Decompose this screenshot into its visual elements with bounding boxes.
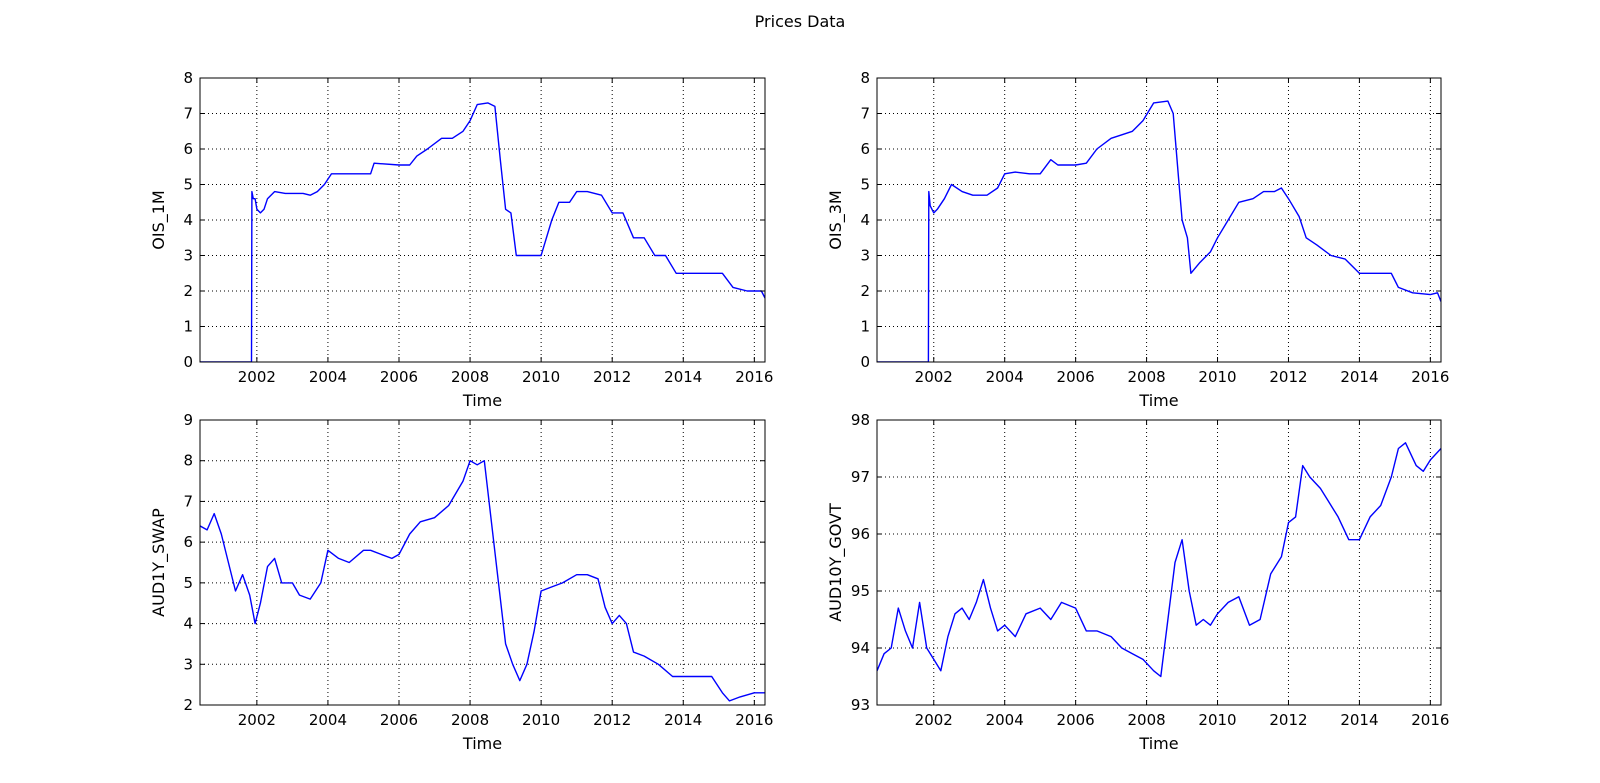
subplot-2: 2002 2004 2006 2008 2010 2012 2014 2016 0 1 2 3 4 5 6 7… [826,69,1449,410]
x-tick-label: 2010 [1198,711,1236,729]
x-tick-label: 2006 [1057,711,1095,729]
y-tick-label: 3 [183,247,193,265]
y-tick-label: 97 [851,468,870,486]
series-line [200,102,765,362]
axes-frame [876,419,1442,706]
y-tick-label: 1 [183,318,193,336]
x-tick-label: 2012 [1269,368,1307,386]
y-tick-label: 4 [183,211,193,229]
x-axis-label: Time [462,391,502,410]
x-tick-label: 2006 [1057,368,1095,386]
y-tick-label: 94 [851,639,870,657]
y-tick-label: 6 [183,533,193,551]
x-tick-label: 2016 [735,368,773,386]
x-tick-label: 2016 [735,711,773,729]
y-tick-label: 0 [183,353,193,371]
subplot-4: 2002 2004 2006 2008 2010 2012 2014 2016 93 94 95 96… [826,411,1449,753]
y-tick-label: 6 [860,140,870,158]
x-axis-label: Time [1138,734,1178,753]
y-tick-label: 98 [851,411,870,429]
y-tick-label: 2 [183,282,193,300]
subplot-3: 2002 2004 2006 2008 2010 2012 2014 2016 2 3 4 5 6 7 8 9… [149,411,773,753]
series-line [200,460,765,702]
x-tick-label: 2004 [986,711,1024,729]
x-tick-label: 2008 [1127,711,1165,729]
y-tick-label: 3 [860,247,870,265]
series-line [877,442,1441,678]
x-tick-label: 2002 [915,368,953,386]
y-tick-label: 1 [860,318,870,336]
x-tick-label: 2002 [238,711,276,729]
x-tick-label: 2004 [309,368,347,386]
y-tick-label: 2 [860,282,870,300]
series-line [877,100,1441,362]
y-tick-label: 6 [183,140,193,158]
y-tick-label: 7 [183,492,193,510]
x-tick-label: 2012 [593,711,631,729]
y-axis-label: OIS_3M [826,190,846,249]
x-tick-label: 2016 [1411,711,1449,729]
x-tick-label: 2012 [1269,711,1307,729]
y-tick-label: 5 [183,176,193,194]
y-axis-label: AUD1Y_SWAP [149,508,169,617]
x-tick-label: 2014 [664,711,702,729]
y-tick-label: 4 [860,211,870,229]
y-axis-label: OIS_1M [149,190,169,249]
x-tick-label: 2006 [380,368,418,386]
x-tick-label: 2014 [1340,711,1378,729]
x-tick-label: 2008 [1127,368,1165,386]
y-tick-label: 7 [183,105,193,123]
x-tick-label: 2014 [1340,368,1378,386]
y-tick-label: 3 [183,655,193,673]
figure-title: Prices Data [754,12,846,31]
x-tick-label: 2008 [451,711,489,729]
y-tick-label: 4 [183,615,193,633]
y-tick-label: 8 [183,69,193,87]
x-tick-label: 2010 [522,711,560,729]
y-tick-label: 5 [860,176,870,194]
y-tick-label: 95 [851,582,870,600]
subplot-1: 2002 2004 2006 2008 2010 2012 2014 2016 0 1 2 3 4 5 6 7… [149,69,773,410]
y-tick-label: 8 [860,69,870,87]
y-tick-label: 5 [183,574,193,592]
y-tick-label: 8 [183,452,193,470]
x-axis-label: Time [462,734,502,753]
x-tick-label: 2010 [1198,368,1236,386]
y-tick-label: 9 [183,411,193,429]
x-tick-label: 2016 [1411,368,1449,386]
y-axis-label: AUD10Y_GOVT [826,503,846,622]
x-tick-label: 2002 [915,711,953,729]
x-tick-label: 2002 [238,368,276,386]
y-tick-label: 7 [860,105,870,123]
axes-frame [199,419,766,706]
y-tick-label: 2 [183,696,193,714]
x-tick-label: 2008 [451,368,489,386]
x-tick-label: 2006 [380,711,418,729]
y-tick-label: 96 [851,525,870,543]
x-tick-label: 2010 [522,368,560,386]
x-tick-label: 2014 [664,368,702,386]
x-tick-label: 2012 [593,368,631,386]
x-tick-label: 2004 [986,368,1024,386]
y-tick-label: 0 [860,353,870,371]
x-axis-label: Time [1138,391,1178,410]
y-tick-label: 93 [851,696,870,714]
x-tick-label: 2004 [309,711,347,729]
